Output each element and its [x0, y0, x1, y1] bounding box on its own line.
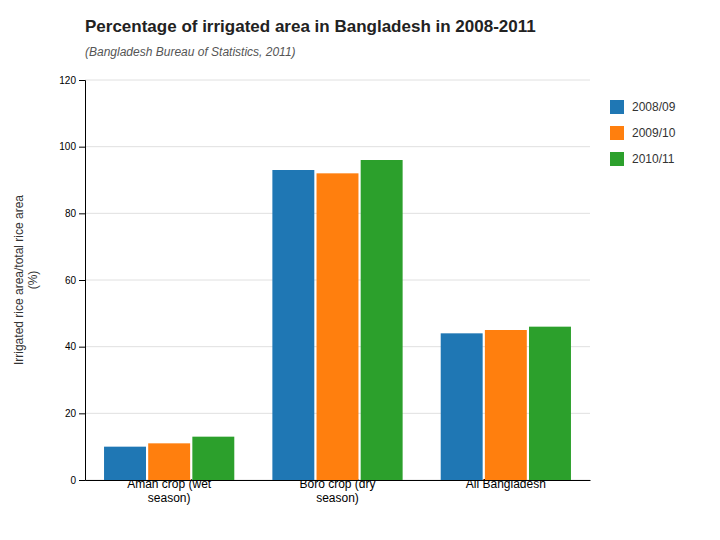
- y-tick-label: 0: [70, 475, 76, 486]
- bar-series: [104, 170, 483, 480]
- bar: [104, 447, 146, 480]
- y-tick: 0: [70, 475, 85, 486]
- grid: [85, 80, 590, 480]
- x-tick: Boro crop (dryseason): [299, 477, 375, 505]
- y-tick-mark: [79, 347, 85, 348]
- y-tick: 60: [65, 275, 85, 286]
- x-axis: Aman crop (wetseason) Boro crop (dryseaso…: [86, 477, 591, 505]
- chart: 0 20 40 60 80 100 120 Aman crop (wetseason) Boro…: [0, 0, 720, 540]
- legend-item: 2009/10: [610, 126, 676, 140]
- text-line: season): [148, 491, 191, 505]
- legend-swatch: [610, 126, 624, 140]
- grid-line: [85, 146, 590, 147]
- bar: [361, 160, 403, 480]
- y-tick: 80: [65, 208, 85, 219]
- bar: [529, 327, 571, 480]
- y-tick-label: 40: [65, 341, 77, 352]
- bars: [104, 160, 571, 480]
- bar: [272, 170, 314, 480]
- y-tick-mark: [79, 147, 85, 148]
- bar: [441, 333, 483, 480]
- text-line: season): [316, 491, 359, 505]
- y-tick-mark: [79, 280, 85, 281]
- legend-swatch: [610, 152, 624, 166]
- legend-label: 2010/11: [632, 152, 675, 166]
- y-axis: 0 20 40 60 80 100 120: [59, 75, 85, 486]
- subtitle: (Bangladesh Bureau of Statistics, 2011): [85, 45, 296, 59]
- y-tick-label: 100: [59, 141, 76, 152]
- bar: [485, 330, 527, 480]
- bar-series: [192, 160, 571, 480]
- bar-series: [148, 173, 527, 480]
- y-tick: 120: [59, 75, 85, 86]
- legend-label: 2009/10: [632, 126, 676, 140]
- bar: [317, 173, 359, 480]
- y-tick: 40: [65, 341, 85, 352]
- y-tick-mark: [79, 413, 85, 414]
- y-tick-mark: [79, 213, 85, 214]
- legend-swatch: [610, 100, 624, 114]
- y-tick-mark: [79, 480, 85, 481]
- y-tick-label: 120: [59, 75, 76, 86]
- y-tick: 100: [59, 141, 85, 152]
- legend: 2008/09 2009/10 2010/11: [610, 100, 676, 166]
- x-tick-label: Aman crop (wetseason): [127, 477, 212, 505]
- y-tick-mark: [79, 80, 85, 81]
- text-line: (%): [26, 271, 40, 290]
- y-axis-title: Irrigated rice area/total rice area(%): [12, 195, 40, 365]
- y-tick-label: 20: [65, 408, 77, 419]
- x-tick-label: Boro crop (dryseason): [299, 477, 375, 505]
- grid-line: [85, 80, 590, 81]
- text-line: Irrigated rice area/total rice area: [12, 195, 26, 365]
- legend-item: 2010/11: [610, 152, 675, 166]
- legend-item: 2008/09: [610, 100, 676, 114]
- title: Percentage of irrigated area in Banglade…: [85, 17, 536, 36]
- y-tick-label: 80: [65, 208, 77, 219]
- legend-label: 2008/09: [632, 100, 676, 114]
- bar: [148, 443, 190, 480]
- bar: [192, 437, 234, 480]
- y-tick: 20: [65, 408, 85, 419]
- x-tick: Aman crop (wetseason): [127, 477, 212, 505]
- y-tick-label: 60: [65, 275, 77, 286]
- y-axis-line: [79, 81, 86, 481]
